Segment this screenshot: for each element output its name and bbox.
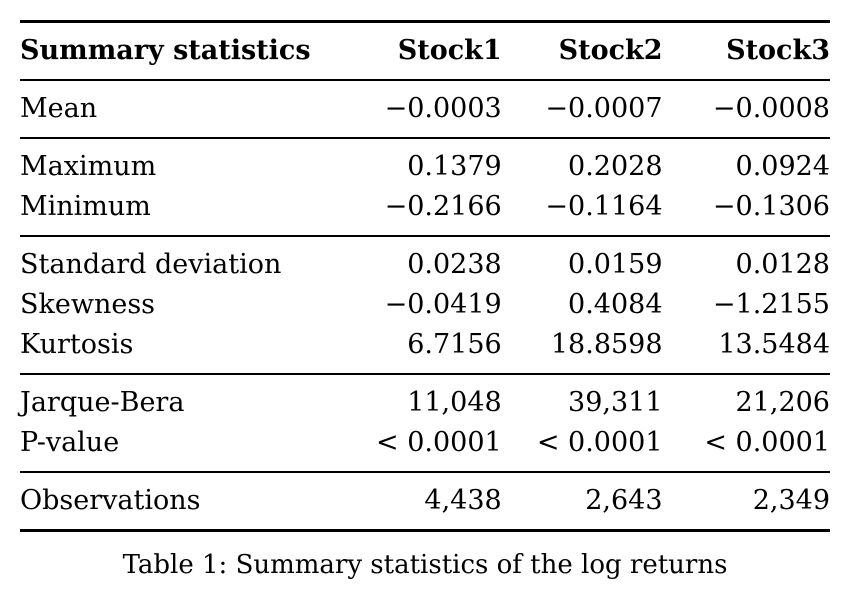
- cell-value: −0.0008: [712, 93, 830, 124]
- cell-value: 2,643: [585, 485, 663, 516]
- cell-value: 2,349: [752, 485, 830, 516]
- cell-value: 39,311: [568, 387, 663, 418]
- cell-value: 0.2028: [568, 151, 663, 182]
- header-row: Summary statistics Stock1 Stock2 Stock3: [20, 22, 830, 80]
- row-label: Standard deviation: [20, 249, 282, 280]
- cell-value: < 0.0001: [536, 427, 663, 458]
- cell-value: 0.0924: [735, 151, 830, 182]
- cell-value: 0.0128: [735, 249, 830, 280]
- table-row: Mean −0.0003 −0.0007 −0.0008: [20, 80, 830, 138]
- row-label: Jarque-Bera: [20, 387, 185, 418]
- cell-value: −0.1164: [545, 191, 663, 222]
- table-header: Summary statistics Stock1 Stock2 Stock3: [20, 22, 830, 80]
- group-jarque-bera: Jarque-Bera 11,048 39,311 21,206 P-value…: [20, 374, 830, 472]
- table-row: Kurtosis 6.7156 18.8598 13.5484: [20, 325, 830, 374]
- cell-value: −0.2166: [384, 191, 502, 222]
- table-row: Observations 4,438 2,643 2,349: [20, 472, 830, 531]
- row-label: P-value: [20, 427, 120, 458]
- cell-value: −0.1306: [712, 191, 830, 222]
- table-caption: Table 1: Summary statistics of the log r…: [122, 550, 728, 580]
- header-col-stock2: Stock2: [558, 35, 663, 66]
- cell-value: −0.0007: [545, 93, 663, 124]
- cell-value: 0.1379: [407, 151, 502, 182]
- cell-value: 4,438: [424, 485, 502, 516]
- cell-value: 0.4084: [568, 289, 663, 320]
- cell-value: 18.8598: [550, 329, 663, 360]
- row-label: Skewness: [20, 289, 156, 320]
- cell-value: 0.0238: [407, 249, 502, 280]
- cell-value: < 0.0001: [376, 427, 502, 458]
- cell-value: 0.0159: [568, 249, 663, 280]
- row-label: Mean: [20, 93, 98, 124]
- row-label: Minimum: [20, 191, 151, 222]
- header-col-stock3: Stock3: [726, 35, 830, 66]
- cell-value: −0.0003: [384, 93, 502, 124]
- row-label: Observations: [20, 485, 201, 516]
- table-row: Jarque-Bera 11,048 39,311 21,206: [20, 374, 830, 423]
- row-label: Kurtosis: [20, 329, 134, 360]
- summary-statistics-table: Summary statistics Stock1 Stock2 Stock3 …: [20, 20, 830, 532]
- cell-value: 6.7156: [407, 329, 502, 360]
- cell-value: 11,048: [407, 387, 502, 418]
- table-row: Minimum −0.2166 −0.1164 −0.1306: [20, 187, 830, 236]
- cell-value: −0.0419: [384, 289, 502, 320]
- group-mean: Mean −0.0003 −0.0007 −0.0008: [20, 80, 830, 138]
- table-row: Standard deviation 0.0238 0.0159 0.0128: [20, 236, 830, 285]
- header-label: Summary statistics: [20, 35, 311, 66]
- cell-value: 21,206: [735, 387, 830, 418]
- table-row: Skewness −0.0419 0.4084 −1.2155: [20, 285, 830, 325]
- row-label: Maximum: [20, 151, 157, 182]
- group-max-min: Maximum 0.1379 0.2028 0.0924 Minimum −0.…: [20, 138, 830, 236]
- group-moments: Standard deviation 0.0238 0.0159 0.0128 …: [20, 236, 830, 374]
- group-observations: Observations 4,438 2,643 2,349: [20, 472, 830, 531]
- table-row: P-value < 0.0001 < 0.0001 < 0.0001: [20, 423, 830, 472]
- header-col-stock1: Stock1: [397, 35, 502, 66]
- cell-value: < 0.0001: [704, 427, 830, 458]
- cell-value: −1.2155: [712, 289, 830, 320]
- cell-value: 13.5484: [718, 329, 830, 360]
- table-row: Maximum 0.1379 0.2028 0.0924: [20, 138, 830, 187]
